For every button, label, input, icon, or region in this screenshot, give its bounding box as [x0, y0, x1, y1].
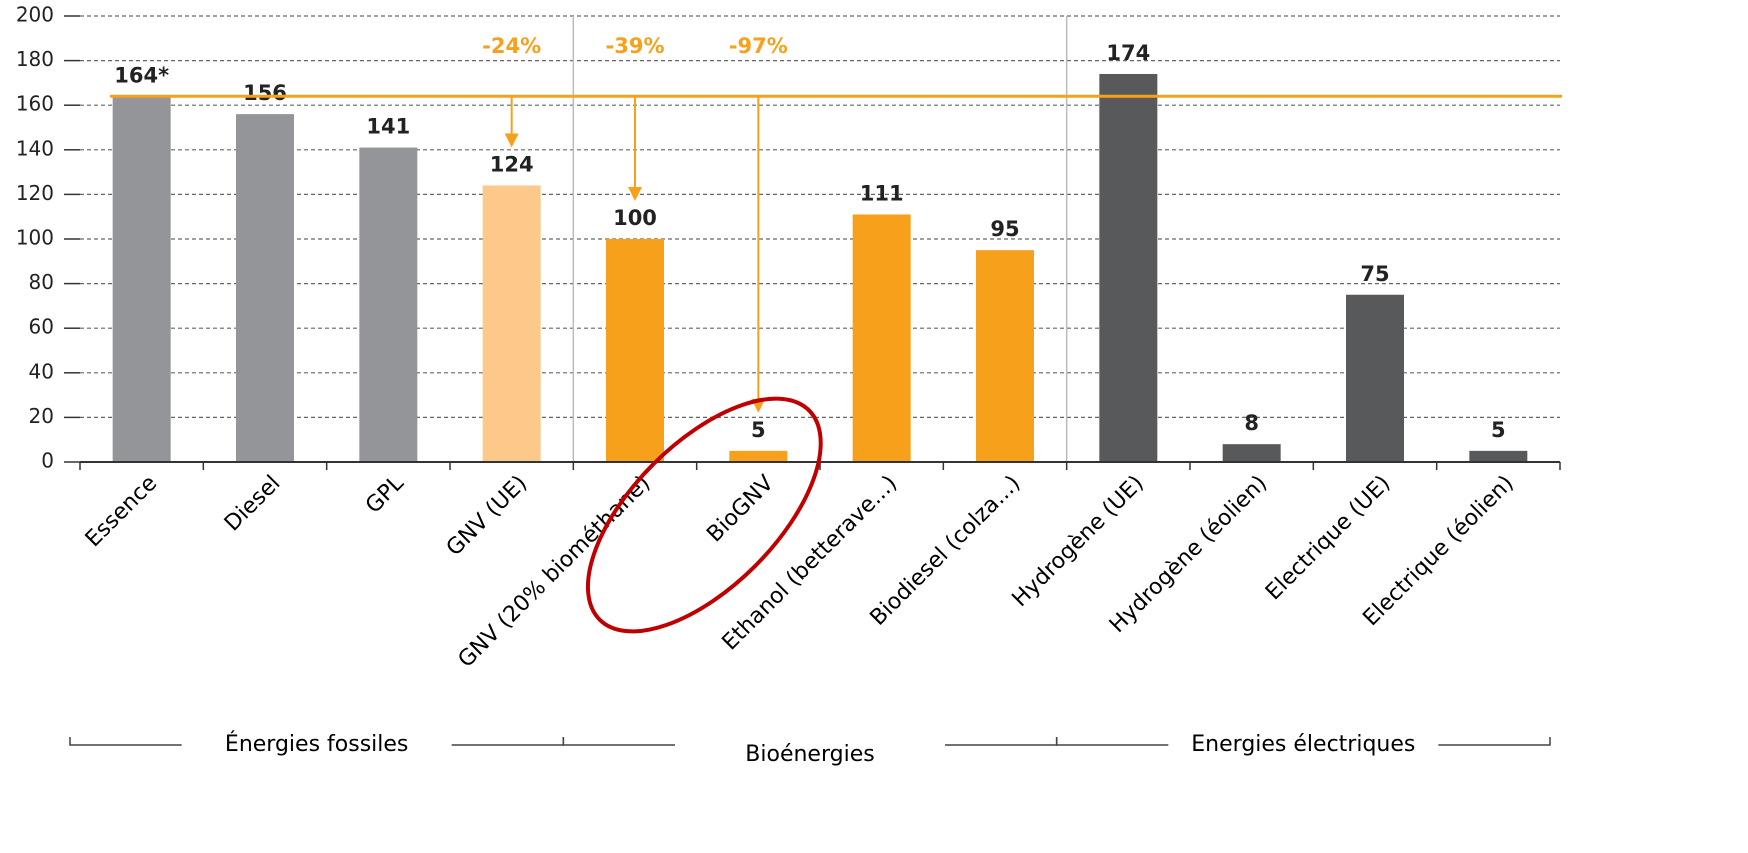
- y-tick-label: 60: [29, 315, 54, 339]
- x-tick-label: BioGNV: [702, 471, 779, 548]
- bar: [606, 239, 664, 462]
- value-label: 156: [243, 81, 287, 105]
- bar: [1469, 450, 1528, 462]
- x-tick-label: Electrique (UE): [1261, 471, 1395, 605]
- value-label: 95: [990, 217, 1019, 241]
- bar: [852, 214, 911, 462]
- y-tick-label: 80: [29, 270, 54, 294]
- group-label: Bioénergies: [745, 742, 874, 767]
- group-bracket: [1055, 737, 1551, 746]
- highlight-ellipse: [585, 396, 823, 634]
- y-tick-label: 0: [41, 449, 54, 473]
- y-tick-label: 180: [16, 47, 54, 71]
- arrow-head: [504, 133, 519, 148]
- group-label: Énergies fossiles: [225, 731, 408, 757]
- y-tick-label: 100: [16, 226, 54, 250]
- bar: [1346, 294, 1404, 462]
- bar: [359, 147, 418, 462]
- bar: [236, 114, 294, 463]
- value-label: 100: [613, 206, 657, 230]
- y-tick-label: 200: [16, 3, 54, 27]
- value-label: 124: [490, 152, 534, 176]
- bar: [976, 250, 1034, 462]
- bar: [1222, 444, 1281, 462]
- bar: [729, 450, 788, 462]
- x-tick-label: GPL: [361, 470, 409, 518]
- x-tick-label: Diesel: [220, 471, 286, 537]
- value-label: 5: [1491, 418, 1506, 442]
- x-tick-label: GNV (UE): [442, 471, 532, 561]
- annotation: -97%: [729, 34, 788, 58]
- bar: [1099, 73, 1158, 462]
- value-label: 8: [1244, 411, 1259, 435]
- x-tick-label: Essence: [81, 471, 162, 552]
- value-label: 141: [366, 115, 410, 139]
- value-label: 111: [860, 181, 904, 205]
- y-tick-label: 120: [16, 181, 54, 205]
- y-tick-label: 40: [29, 359, 54, 383]
- y-tick-label: 160: [16, 92, 54, 116]
- value-label: 5: [751, 418, 766, 442]
- y-tick-label: 140: [16, 136, 54, 160]
- annotation: -39%: [606, 34, 665, 58]
- value-label: 174: [1106, 41, 1150, 65]
- value-label: 75: [1360, 262, 1389, 286]
- bar: [482, 185, 541, 463]
- x-tick-label: Hydrogène (UE): [1008, 471, 1149, 612]
- bar: [112, 96, 171, 462]
- group-label: Energies électriques: [1191, 732, 1415, 757]
- arrow-head: [628, 187, 642, 201]
- annotation: -24%: [482, 34, 541, 58]
- y-tick-label: 20: [29, 404, 54, 428]
- value-label: 164*: [114, 63, 169, 87]
